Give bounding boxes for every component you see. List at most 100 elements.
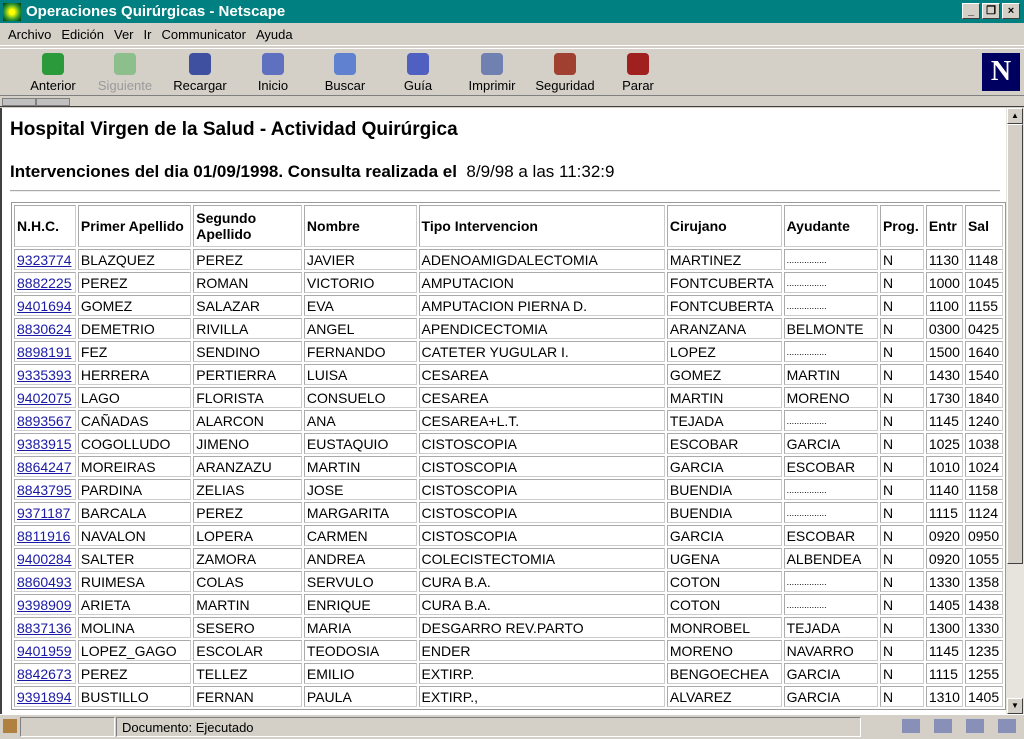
- scroll-up-button[interactable]: ▲: [1007, 108, 1023, 124]
- cell-cirujano: ARANZANA: [666, 318, 782, 339]
- cell-primer-apellido: BLAZQUEZ: [77, 249, 192, 270]
- cell-nombre: MARIA: [303, 617, 417, 638]
- patient-record-link[interactable]: 8843795: [17, 481, 72, 498]
- mail-icon[interactable]: [934, 719, 952, 733]
- scroll-down-button[interactable]: ▼: [1007, 698, 1023, 714]
- table-row: 9335393 HERRERA PERTIERRA LUISA CESAREA GOMEZ…: [14, 364, 1003, 385]
- cell-ayudante: MORENO: [783, 387, 878, 408]
- toolbar-button-siguiente[interactable]: Siguiente: [90, 51, 160, 93]
- cell-ayudante: GARCIA: [783, 433, 878, 454]
- navigator-icon[interactable]: [902, 719, 920, 733]
- patient-record-link[interactable]: 8811916: [17, 527, 71, 544]
- cell-prog: N: [879, 249, 924, 270]
- cell-cirujano: BUENDIA: [666, 479, 782, 500]
- patient-record-link[interactable]: 8830624: [17, 320, 72, 337]
- toolbar-button-parar[interactable]: Parar: [603, 51, 673, 93]
- patient-record-link[interactable]: 8842673: [17, 665, 72, 682]
- patient-record-link[interactable]: 8898191: [17, 343, 72, 360]
- cell-entr: 0300: [925, 318, 963, 339]
- restore-button[interactable]: ❐: [982, 3, 1000, 19]
- cell-tipo-intervencion: ENDER: [418, 640, 665, 661]
- cell-sal: 1438: [964, 594, 1003, 615]
- cell-segundo-apellido: COLAS: [193, 571, 302, 592]
- cell-nombre: MARGARITA: [303, 502, 417, 523]
- vertical-scrollbar[interactable]: ▲ ▼: [1006, 108, 1024, 714]
- minimize-button[interactable]: _: [962, 3, 980, 19]
- cell-segundo-apellido: PEREZ: [193, 502, 302, 523]
- subtitle-text: Intervenciones del dia 01/09/1998. Consu…: [10, 162, 457, 181]
- patient-record-link[interactable]: 8860493: [17, 573, 72, 590]
- cell-ayudante: ESCOBAR: [783, 525, 878, 546]
- cell-sal: 1045: [964, 272, 1003, 293]
- toolbar-button-seguridad[interactable]: Seguridad: [530, 51, 600, 93]
- table-row: 9402075 LAGO FLORISTA CONSUELO CESAREA MARTIN…: [14, 387, 1003, 408]
- cell-primer-apellido: CAÑADAS: [77, 410, 192, 431]
- scroll-thumb[interactable]: [1007, 124, 1023, 564]
- cell-primer-apellido: GOMEZ: [77, 295, 192, 316]
- cell-segundo-apellido: FERNAN: [193, 686, 302, 707]
- cell-nhc: 8860493: [14, 571, 76, 592]
- cell-ayudante: ................: [783, 479, 878, 500]
- column-header-ayudante: Ayudante: [783, 205, 878, 247]
- cell-tipo-intervencion: DESGARRO REV.PARTO: [418, 617, 665, 638]
- patient-record-link[interactable]: 9383915: [17, 435, 72, 452]
- toolbar-collapse-tabs[interactable]: [0, 97, 1024, 107]
- security-lock-icon[interactable]: [3, 719, 17, 733]
- discussion-icon[interactable]: [966, 719, 984, 733]
- cell-entr: 1300: [925, 617, 963, 638]
- cell-cirujano: FONTCUBERTA: [666, 295, 782, 316]
- cell-sal: 1155: [964, 295, 1003, 316]
- menu-communicator[interactable]: Communicator: [161, 27, 246, 42]
- status-bar: Documento: Ejecutado: [0, 714, 1024, 739]
- column-header-primer-apellido: Primer Apellido: [77, 205, 192, 247]
- table-row: 8882225 PEREZ ROMAN VICTORIO AMPUTACION FONTC…: [14, 272, 1003, 293]
- cell-cirujano: GARCIA: [666, 456, 782, 477]
- patient-record-link[interactable]: 8893567: [17, 412, 72, 429]
- patient-record-link[interactable]: 8882225: [17, 274, 72, 291]
- patient-record-link[interactable]: 9371187: [17, 504, 71, 521]
- patient-record-link[interactable]: 9401694: [17, 297, 72, 314]
- netscape-logo[interactable]: N: [982, 53, 1020, 91]
- cell-sal: 1038: [964, 433, 1003, 454]
- menu-ir[interactable]: Ir: [143, 27, 152, 42]
- toolbar-button-inicio[interactable]: Inicio: [238, 51, 308, 93]
- page-title: Hospital Virgen de la Salud - Actividad …: [10, 119, 458, 140]
- patient-record-link[interactable]: 9391894: [17, 688, 72, 705]
- patient-record-link[interactable]: 9323774: [17, 251, 72, 268]
- cell-sal: 1235: [964, 640, 1003, 661]
- query-timestamp: 8/9/98 a las 11:32:9: [466, 162, 615, 181]
- padlock-icon: [554, 53, 576, 75]
- cell-cirujano: MORENO: [666, 640, 782, 661]
- patient-record-link[interactable]: 9400284: [17, 550, 72, 567]
- close-button[interactable]: ×: [1002, 3, 1020, 19]
- cell-sal: 1840: [964, 387, 1003, 408]
- menu-ayuda[interactable]: Ayuda: [256, 27, 293, 42]
- table-header-row: N.H.C. Primer Apellido Segundo Apellido Nom…: [14, 205, 1003, 247]
- toolbar-button-guia[interactable]: Guía: [383, 51, 453, 93]
- table-row: 9401694 GOMEZ SALAZAR EVA AMPUTACION PIERNA …: [14, 295, 1003, 316]
- cell-segundo-apellido: PERTIERRA: [193, 364, 302, 385]
- cell-nombre: EUSTAQUIO: [303, 433, 417, 454]
- cell-segundo-apellido: ALARCON: [193, 410, 302, 431]
- patient-record-link[interactable]: 9335393: [17, 366, 72, 383]
- table-row: 9400284 SALTER ZAMORA ANDREA COLECISTECTOMIA…: [14, 548, 1003, 569]
- cell-ayudante: BELMONTE: [783, 318, 878, 339]
- cell-entr: 1730: [925, 387, 963, 408]
- cell-ayudante: ................: [783, 410, 878, 431]
- patient-record-link[interactable]: 8864247: [17, 458, 72, 475]
- patient-record-link[interactable]: 8837136: [17, 619, 72, 636]
- cell-prog: N: [879, 364, 924, 385]
- patient-record-link[interactable]: 9398909: [17, 596, 72, 613]
- toolbar-button-anterior[interactable]: Anterior: [18, 51, 88, 93]
- toolbar-button-recargar[interactable]: Recargar: [165, 51, 235, 93]
- patient-record-link[interactable]: 9402075: [17, 389, 72, 406]
- toolbar-button-buscar[interactable]: Buscar: [310, 51, 380, 93]
- composer-icon[interactable]: [998, 719, 1016, 733]
- netscape-app-icon[interactable]: [3, 2, 21, 21]
- menu-ver[interactable]: Ver: [114, 27, 134, 42]
- menu-archivo[interactable]: Archivo: [8, 27, 52, 42]
- cell-nhc: 9402075: [14, 387, 76, 408]
- menu-edicion[interactable]: Edición: [61, 27, 104, 42]
- patient-record-link[interactable]: 9401959: [17, 642, 72, 659]
- toolbar-button-imprimir[interactable]: Imprimir: [457, 51, 527, 93]
